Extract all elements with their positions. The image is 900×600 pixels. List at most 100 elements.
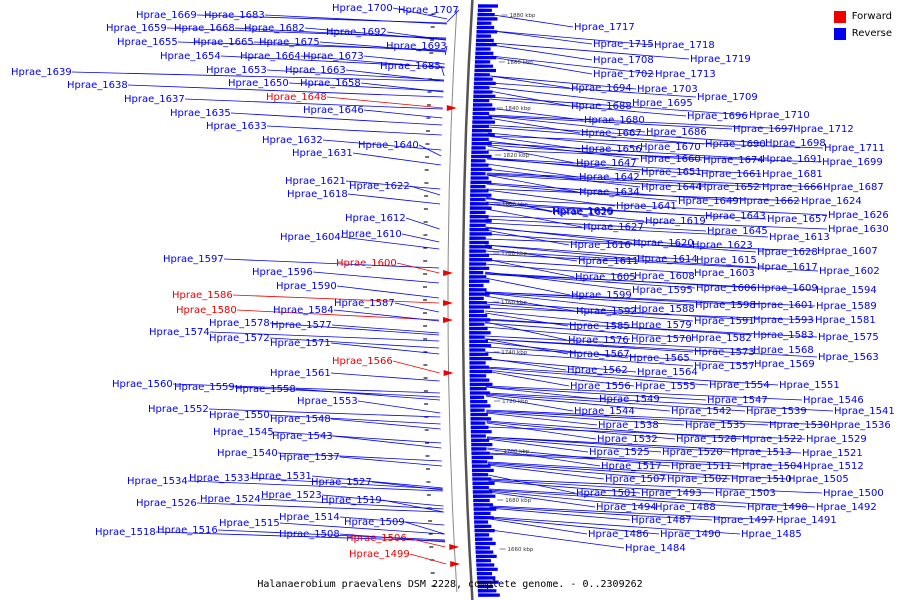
gene-label: Hprae_1576 — [568, 335, 629, 346]
connector-line — [485, 322, 691, 339]
reverse-gene-arrow — [470, 197, 486, 202]
connector-line — [345, 180, 441, 190]
connector-line — [196, 502, 444, 513]
gene-label: Hprae_1604 — [280, 232, 341, 243]
reverse-gene-arrow — [469, 266, 490, 271]
reverse-gene-arrow — [471, 159, 486, 163]
connector-line — [487, 463, 667, 480]
connector-line — [486, 410, 769, 426]
reverse-gene-arrow — [469, 300, 487, 305]
connector-line — [489, 90, 571, 107]
connector-line — [332, 435, 442, 449]
connector-line — [487, 142, 762, 160]
gene-label: Hprae_1611 — [578, 256, 639, 267]
connector-line — [311, 475, 443, 489]
connector-line — [266, 69, 445, 81]
connector-line — [339, 533, 446, 543]
connector-line — [489, 98, 687, 117]
connector-line — [485, 369, 635, 387]
gene-label: Hprae_1713 — [655, 69, 716, 80]
legend-label-reverse: Reverse — [851, 28, 892, 39]
connector-line — [409, 553, 447, 565]
connector-line — [485, 341, 629, 359]
gene-label: Hprae_1522 — [742, 434, 803, 445]
gene-label: Hprae_1607 — [817, 246, 878, 257]
gene-label: Hprae_1518 — [95, 527, 156, 538]
gene-label: Hprae_1591 — [694, 316, 755, 327]
connector-line — [264, 14, 447, 25]
reverse-gene-arrow — [469, 348, 486, 352]
reverse-gene-arrow — [470, 395, 485, 400]
gene-label: Hprae_1593 — [753, 315, 814, 326]
gene-label: Hprae_1494 — [596, 502, 657, 513]
gene-label: Hprae_1587 — [334, 298, 395, 309]
gene-label: Hprae_1681 — [762, 169, 823, 180]
connector-line — [486, 174, 579, 193]
gene-label: Hprae_1551 — [779, 380, 840, 391]
connector-line — [406, 537, 446, 548]
gene-label: Hprae_1632 — [262, 135, 323, 146]
gene-label: Hprae_1566 — [332, 356, 393, 367]
connector-line — [488, 490, 655, 508]
reverse-gene-arrow — [469, 236, 486, 240]
gene-label: Hprae_1543 — [272, 431, 333, 442]
connector-line — [484, 301, 753, 321]
connector-line — [488, 479, 715, 494]
gene-label: Hprae_1610 — [341, 229, 402, 240]
reverse-gene-arrow — [475, 541, 496, 546]
connector-line — [319, 41, 446, 53]
gene-label: Hprae_1717 — [574, 22, 635, 33]
gene-label: Hprae_1614 — [637, 254, 698, 265]
legend-item-reverse: Reverse — [833, 25, 892, 42]
axis-tick-label: 1680 kbp — [505, 498, 531, 504]
gene-label: Hprae_1528 — [676, 434, 737, 445]
reverse-gene-arrow — [469, 249, 486, 253]
gene-label: Hprae_1524 — [200, 494, 261, 505]
gene-label: Hprae_1665 — [193, 37, 254, 48]
reverse-gene-arrow — [477, 576, 496, 580]
connector-line — [269, 322, 440, 336]
reverse-gene-arrow — [472, 111, 490, 116]
connector-line — [491, 44, 593, 61]
connector-line — [486, 173, 762, 188]
gene-label: Hprae_1605 — [575, 272, 636, 283]
connector-line — [277, 452, 442, 462]
reverse-gene-arrow — [472, 472, 489, 477]
reverse-gene-arrow — [476, 30, 498, 34]
gene-label: Hprae_1572 — [209, 333, 270, 344]
connector-line — [266, 125, 442, 136]
connector-line — [440, 65, 445, 77]
forward-gene-arrow — [443, 317, 453, 323]
reverse-gene-arrow — [470, 417, 492, 421]
gene-label: Hprae_1527 — [311, 477, 372, 488]
reverse-gene-arrow — [469, 214, 489, 219]
gene-label: Hprae_1553 — [297, 396, 358, 407]
connector-line — [312, 271, 440, 284]
reverse-gene-arrow — [471, 146, 486, 150]
reverse-gene-arrow — [470, 399, 488, 404]
gene-label: Hprae_1589 — [816, 301, 877, 312]
gene-label: Hprae_1712 — [793, 124, 854, 135]
gene-label: Hprae_1695 — [632, 98, 693, 109]
connector-line — [487, 140, 640, 160]
gene-label: Hprae_1619 — [645, 216, 706, 227]
gene-label: Hprae_1674 — [703, 155, 764, 166]
connector-line — [489, 82, 697, 98]
gene-label: Hprae_1507 — [605, 474, 666, 485]
gene-label: Hprae_1571 — [270, 338, 331, 349]
gene-label: Hprae_1505 — [788, 474, 849, 485]
gene-label: Hprae_1559 — [174, 382, 235, 393]
connector-line — [304, 27, 447, 41]
reverse-gene-arrow — [473, 81, 496, 86]
reverse-gene-arrow — [477, 12, 495, 17]
reverse-gene-arrow — [469, 245, 492, 249]
gene-label: Hprae_1697 — [733, 124, 794, 135]
connector-line — [486, 182, 739, 202]
gene-label: Hprae_1599 — [571, 290, 632, 301]
connector-line — [486, 198, 828, 216]
reverse-gene-arrow — [471, 442, 493, 447]
gene-label: Hprae_1584 — [273, 305, 334, 316]
gene-label: Hprae_1537 — [279, 452, 340, 463]
connector-line — [488, 114, 793, 130]
